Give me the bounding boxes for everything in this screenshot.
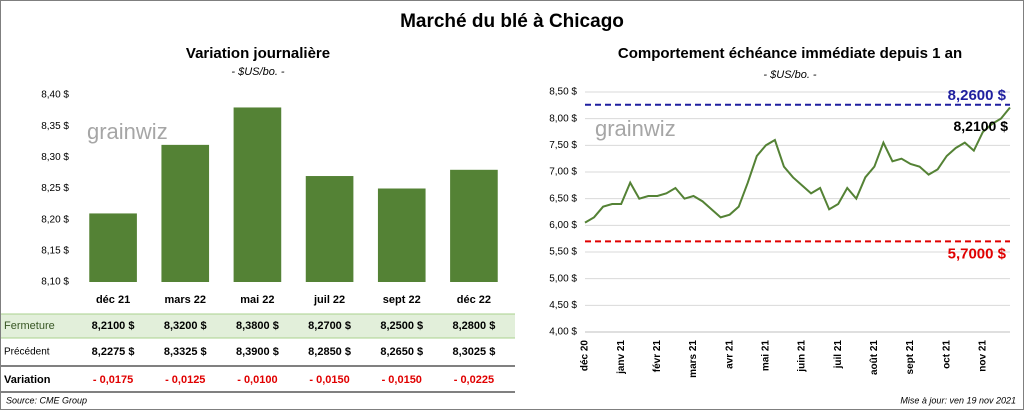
bar (233, 107, 282, 282)
price-line (584, 106, 1011, 224)
x-tick-label: sept 22 (383, 294, 421, 306)
watermark: grainwiz (87, 119, 168, 144)
table-cell: - 0,0150 (309, 374, 349, 386)
y-tick-label: 5,00 $ (549, 273, 577, 284)
y-tick-label: 8,50 $ (549, 87, 577, 98)
x-tick-label: oct 21 (941, 340, 952, 369)
x-tick-label: nov 21 (978, 340, 989, 372)
updated: Mise à jour: ven 19 nov 2021 (900, 395, 1016, 405)
x-tick-label: févr 21 (652, 340, 663, 373)
y-tick-label: 5,50 $ (549, 247, 577, 258)
bar (377, 188, 426, 282)
y-tick-label: 8,15 $ (41, 245, 69, 256)
table-cell: - 0,0125 (165, 374, 205, 386)
reference-label: 5,7000 $ (948, 245, 1007, 262)
y-tick-label: 8,40 $ (41, 90, 69, 101)
table-cell: 8,2100 $ (92, 320, 135, 332)
watermark: grainwiz (595, 116, 676, 141)
table-cell: 8,2275 $ (92, 346, 135, 358)
table-cell: 8,2850 $ (308, 346, 351, 358)
bar (305, 176, 354, 282)
last-price-label: 8,2100 $ (954, 118, 1009, 134)
x-tick-label: mars 22 (164, 294, 206, 306)
chart-title: Variation journalière (186, 45, 330, 62)
page-title: Marché du blé à Chicago (400, 11, 624, 32)
y-tick-label: 6,50 $ (549, 193, 577, 204)
table-cell: 8,2800 $ (453, 320, 496, 332)
y-tick-label: 8,25 $ (41, 183, 69, 194)
y-tick-label: 8,00 $ (549, 113, 577, 124)
source: Source: CME Group (6, 395, 87, 405)
x-tick-label: sept 21 (905, 340, 916, 375)
x-tick-label: mars 21 (688, 340, 699, 378)
table-cell: - 0,0100 (237, 374, 277, 386)
y-tick-label: 4,00 $ (549, 327, 577, 338)
table-cell: 8,2650 $ (380, 346, 423, 358)
y-tick-label: 8,30 $ (41, 152, 69, 163)
x-tick-label: déc 20 (580, 340, 591, 372)
table-cell: 8,3800 $ (236, 320, 279, 332)
y-tick-label: 8,20 $ (41, 214, 69, 225)
chart-subtitle: - $US/bo. - (231, 66, 285, 78)
x-tick-label: janv 21 (616, 340, 627, 375)
table-cell: - 0,0150 (382, 374, 422, 386)
x-tick-label: juil 21 (833, 340, 844, 370)
x-tick-label: mai 21 (760, 340, 771, 372)
row-label: Précédent (4, 347, 50, 358)
y-tick-label: 4,50 $ (549, 300, 577, 311)
chart-subtitle: - $US/bo. - (763, 69, 817, 81)
x-tick-label: déc 22 (457, 294, 491, 306)
chart-title: Comportement échéance immédiate depuis 1… (618, 45, 962, 62)
row-label: Variation (4, 374, 51, 386)
bar (161, 144, 210, 282)
bar (89, 213, 137, 282)
table-cell: 8,2500 $ (380, 320, 423, 332)
row-label: Fermeture (4, 320, 55, 332)
x-tick-label: juil 22 (313, 294, 345, 306)
table-cell: 8,3200 $ (164, 320, 207, 332)
bar (450, 169, 498, 282)
y-tick-label: 7,50 $ (549, 140, 577, 151)
reference-label: 8,2600 $ (948, 87, 1007, 104)
table-cell: 8,3025 $ (453, 346, 496, 358)
table-cell: - 0,0175 (93, 374, 133, 386)
table-cell: - 0,0225 (454, 374, 494, 386)
x-tick-label: avr 21 (724, 340, 735, 369)
table-cell: 8,3325 $ (164, 346, 207, 358)
x-tick-label: mai 22 (240, 294, 274, 306)
row-highlight (1, 314, 515, 338)
table-cell: 8,3900 $ (236, 346, 279, 358)
y-tick-label: 8,10 $ (41, 277, 69, 288)
x-tick-label: juin 21 (797, 340, 808, 373)
table-cell: 8,2700 $ (308, 320, 351, 332)
y-tick-label: 7,00 $ (549, 167, 577, 178)
y-tick-label: 8,35 $ (41, 121, 69, 132)
x-tick-label: déc 21 (96, 294, 130, 306)
y-tick-label: 6,00 $ (549, 220, 577, 231)
x-tick-label: août 21 (869, 340, 880, 375)
